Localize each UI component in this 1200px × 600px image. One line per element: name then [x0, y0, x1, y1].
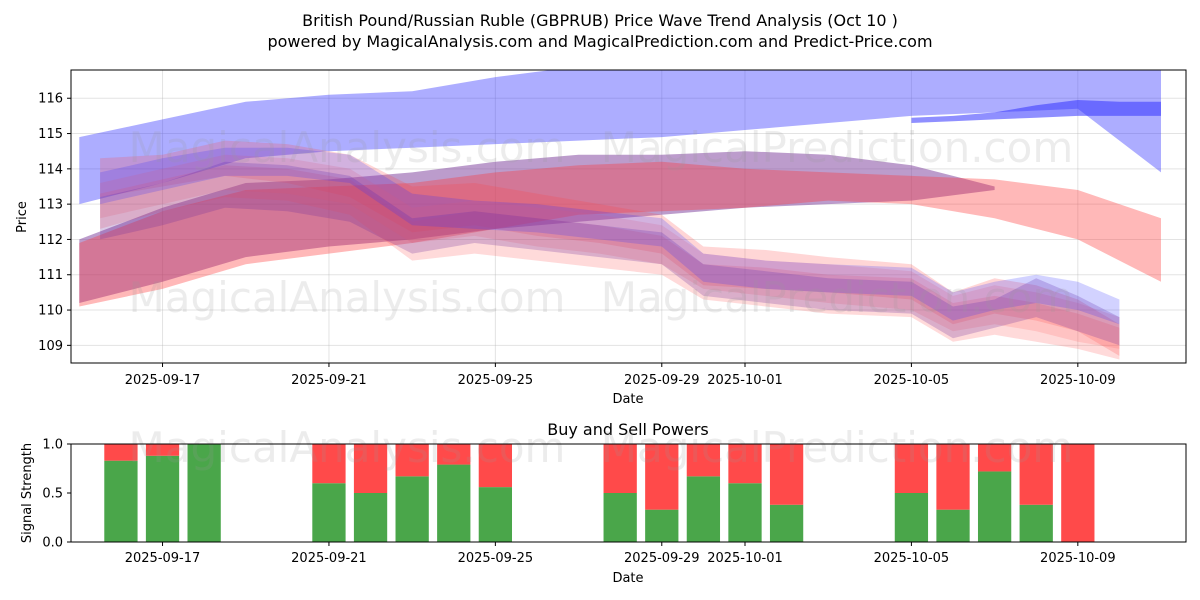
price-x-tick-label-5: 2025-10-05	[874, 373, 950, 388]
sell-bar-17	[1061, 444, 1095, 542]
price-y-tick-label-5: 114	[38, 162, 63, 177]
buy-bar-12	[769, 504, 804, 542]
price-y-axis-label: Price	[15, 201, 30, 233]
watermark-magicalanalysis-middle: MagicalAnalysis.com	[129, 273, 566, 322]
price-watermarks: MagicalAnalysis.com MagicalPrediction.co…	[129, 123, 1074, 322]
band-blue-wave	[100, 147, 1120, 325]
chart-title-line-1: British Pound/Russian Ruble (GBPRUB) Pri…	[302, 11, 898, 30]
watermark-magicalanalysis-bottom: MagicalAnalysis.com	[129, 423, 566, 472]
signal-y-ticks: 0.0 0.5 1.0	[42, 438, 71, 551]
sell-bar-11	[728, 444, 762, 484]
signal-bars	[104, 444, 1095, 542]
sell-bar-13	[894, 444, 929, 493]
buy-sell-title: Buy and Sell Powers	[547, 420, 709, 439]
buy-bar-2	[187, 444, 221, 542]
price-y-tick-label-1: 110	[38, 304, 63, 319]
sell-bar-0	[104, 444, 138, 461]
price-y-tick-label-2: 111	[38, 268, 63, 283]
signal-x-tick-label-6: 2025-10-09	[1040, 551, 1116, 566]
price-x-ticks: 2025-09-17 2025-09-21 2025-09-25 2025-09-29…	[125, 363, 1116, 388]
band-red-wave-3	[100, 154, 1120, 349]
price-x-tick-label-2: 2025-09-25	[458, 373, 534, 388]
sell-bar-14	[936, 444, 970, 510]
price-wave-chart: MagicalAnalysis.com MagicalPrediction.co…	[15, 69, 1187, 407]
signal-x-tick-label-0: 2025-09-17	[125, 551, 201, 566]
sell-bar-5	[395, 444, 429, 477]
sell-bar-16	[1019, 444, 1053, 505]
price-x-axis-label: Date	[612, 392, 643, 407]
signal-x-tick-label-4: 2025-10-01	[707, 551, 783, 566]
buy-bar-16	[1019, 504, 1053, 542]
band-red-wave-2	[100, 165, 1120, 360]
buy-bar-6	[437, 464, 471, 542]
price-x-tick-label-1: 2025-09-21	[291, 373, 367, 388]
buy-bar-9	[645, 509, 679, 542]
sell-bar-1	[145, 444, 180, 456]
sell-bar-12	[769, 444, 804, 505]
sell-bar-4	[353, 444, 388, 493]
price-x-tick-label-0: 2025-09-17	[125, 373, 201, 388]
price-y-tick-label-6: 115	[38, 127, 63, 142]
sell-bar-10	[686, 444, 721, 477]
band-red-band-main	[79, 161, 1161, 307]
band-blue-upper-band	[79, 70, 1161, 205]
sell-bar-6	[437, 444, 471, 465]
buy-bar-8	[603, 493, 637, 542]
price-y-tick-label-4: 113	[38, 198, 63, 213]
band-purple-band	[79, 151, 995, 303]
band-red-wave-1	[100, 140, 1120, 356]
signal-y-axis-label: Signal Strength	[20, 443, 35, 543]
sell-bar-7	[478, 444, 513, 488]
sell-bar-8	[603, 444, 637, 493]
sell-bar-9	[645, 444, 679, 510]
price-x-tick-label-6: 2025-10-09	[1040, 373, 1116, 388]
buy-bar-14	[936, 509, 970, 542]
signal-x-tick-label-2: 2025-09-25	[458, 551, 534, 566]
buy-bar-10	[686, 476, 721, 542]
price-x-tick-label-3: 2025-09-29	[624, 373, 700, 388]
price-y-tick-label-7: 116	[38, 92, 63, 107]
buy-sell-powers-chart: Buy and Sell Powers MagicalAnalysis.com …	[20, 420, 1187, 586]
buy-bar-7	[478, 487, 513, 542]
buy-bar-0	[104, 460, 138, 542]
signal-x-tick-label-1: 2025-09-21	[291, 551, 367, 566]
watermark-magicalprediction-bottom: MagicalPrediction.com	[601, 423, 1074, 472]
signal-x-ticks: 2025-09-17 2025-09-21 2025-09-25 2025-09-29…	[125, 542, 1116, 566]
signal-x-tick-label-5: 2025-10-05	[874, 551, 950, 566]
signal-x-tick-label-3: 2025-09-29	[624, 551, 700, 566]
price-bands	[79, 70, 1161, 360]
band-blue-line-band	[911, 100, 1161, 123]
price-y-tick-label-0: 109	[38, 339, 63, 354]
buy-bar-13	[894, 493, 929, 542]
buy-bar-1	[145, 455, 180, 542]
watermark-magicalprediction-middle: MagicalPrediction.com	[601, 273, 1074, 322]
buy-bar-4	[353, 493, 388, 542]
price-y-ticks: 109 110 111 112 113 114 115 116	[38, 92, 71, 354]
watermark-magicalprediction-top: MagicalPrediction.com	[601, 123, 1074, 172]
price-plot-frame	[70, 69, 1187, 364]
watermark-magicalanalysis-top: MagicalAnalysis.com	[129, 123, 566, 172]
band-purple-wave	[100, 161, 1120, 346]
signal-y-tick-label-1: 0.5	[42, 487, 63, 502]
chart-title-line-2: powered by MagicalAnalysis.com and Magic…	[267, 32, 932, 51]
signal-y-tick-label-0: 0.0	[42, 536, 63, 551]
signal-x-axis-label: Date	[612, 571, 643, 586]
price-x-tick-label-4: 2025-10-01	[707, 373, 783, 388]
buy-bar-3	[312, 483, 346, 542]
sell-bar-3	[312, 444, 346, 484]
signal-watermarks: MagicalAnalysis.com MagicalPrediction.co…	[129, 423, 1074, 472]
price-y-tick-label-3: 112	[38, 233, 63, 248]
signal-y-tick-label-2: 1.0	[42, 438, 63, 453]
buy-bar-15	[977, 471, 1012, 542]
buy-bar-11	[728, 483, 762, 542]
buy-bar-5	[395, 476, 429, 542]
sell-bar-15	[977, 444, 1012, 472]
